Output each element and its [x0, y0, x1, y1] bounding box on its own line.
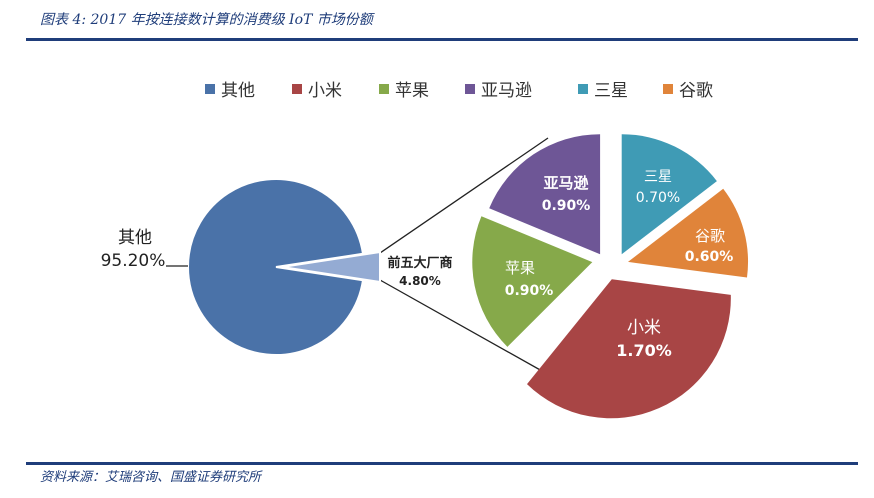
others-label-value: 95.20%	[101, 251, 166, 271]
legend-swatch-google	[663, 84, 673, 94]
legend-label-xiaomi: 小米	[308, 81, 342, 101]
google-label-name: 谷歌	[695, 227, 725, 245]
samsung-label-name: 三星	[644, 169, 672, 185]
legend: 其他 小米 苹果 亚马逊 三星 谷歌	[205, 81, 713, 101]
source-note: 资料来源：艾瑞咨询、国盛证券研究所	[40, 470, 262, 485]
legend-swatch-apple	[379, 84, 389, 94]
connector-line-top	[379, 137, 549, 254]
legend-label-amazon: 亚马逊	[481, 81, 532, 101]
top5-label-value: 4.80%	[399, 274, 441, 288]
pie-slice-amazon	[489, 134, 601, 255]
pie-slice-apple	[472, 216, 593, 347]
pie-slice-xiaomi	[527, 279, 731, 419]
legend-label-samsung: 三星	[594, 81, 628, 101]
legend-label-others: 其他	[221, 81, 255, 101]
apple-label-name: 苹果	[505, 259, 535, 277]
xiaomi-label-name: 小米	[627, 318, 661, 338]
legend-swatch-samsung	[578, 84, 588, 94]
chart-title: 图表 4: 2017 年按连接数计算的消费级 IoT 市场份额	[40, 12, 373, 28]
others-label-name: 其他	[118, 228, 152, 248]
amazon-label-name: 亚马逊	[543, 174, 588, 192]
samsung-label-value: 0.70%	[636, 190, 680, 206]
amazon-label-value: 0.90%	[542, 198, 591, 214]
top5-label-name: 前五大厂商	[387, 255, 452, 271]
legend-swatch-others	[205, 84, 215, 94]
legend-swatch-xiaomi	[292, 84, 302, 94]
legend-swatch-amazon	[465, 84, 475, 94]
apple-label-value: 0.90%	[505, 283, 554, 299]
pie-slice-google	[628, 188, 749, 278]
xiaomi-label-value: 1.70%	[616, 341, 672, 360]
pie-slice-top5	[281, 250, 381, 284]
title-divider	[26, 38, 858, 41]
google-label-value: 0.60%	[685, 249, 734, 265]
legend-label-apple: 苹果	[395, 81, 429, 101]
pie-slice-samsung	[621, 134, 717, 255]
connector-line-bottom	[379, 279, 559, 381]
legend-label-google: 谷歌	[679, 81, 713, 101]
footer-divider	[26, 462, 858, 465]
pie-slice-others	[186, 178, 365, 356]
